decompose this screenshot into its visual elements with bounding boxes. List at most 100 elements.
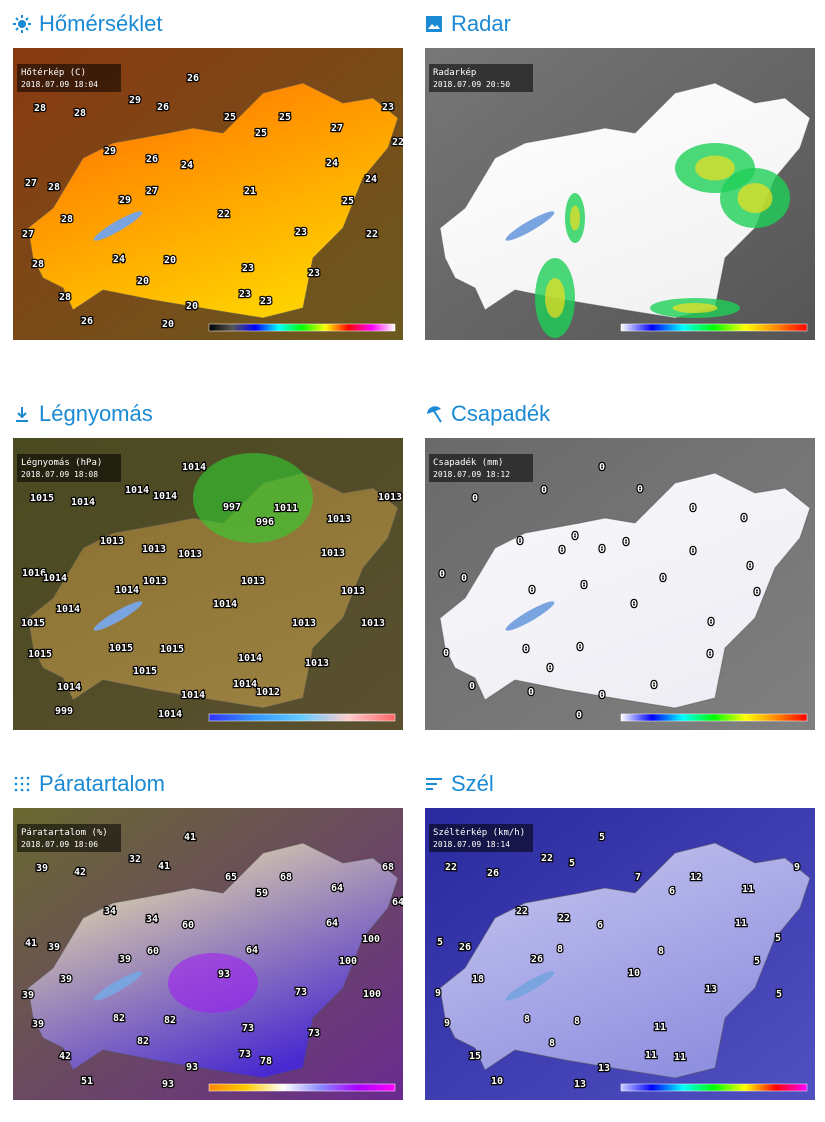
panel-title: Radar xyxy=(425,9,511,39)
station-value: 0 xyxy=(754,587,760,598)
station-value: 0 xyxy=(707,649,713,660)
station-value: 27 xyxy=(25,178,37,189)
station-value: 18 xyxy=(472,974,484,985)
radar-echo xyxy=(545,278,565,318)
station-value: 997 xyxy=(223,502,241,513)
station-value: 23 xyxy=(308,268,320,279)
station-value: 1011 xyxy=(274,503,298,514)
station-value: 34 xyxy=(104,906,116,917)
icon xyxy=(426,778,442,790)
country-shape xyxy=(27,82,399,319)
title-text: Páratartalom xyxy=(39,771,165,796)
station-value: 24 xyxy=(113,254,125,265)
station-value: 28 xyxy=(32,259,44,270)
station-value: 0 xyxy=(528,687,534,698)
label-box xyxy=(429,64,533,92)
station-value: 1014 xyxy=(71,497,95,508)
label-box xyxy=(17,64,121,92)
station-value: 22 xyxy=(516,906,528,917)
station-value: 26 xyxy=(459,942,471,953)
station-value: 6 xyxy=(597,920,603,931)
map: Hőtérkép (C) 2018.07.09 18:04 26 28 28 29 26 25… xyxy=(13,48,403,340)
station-value: 93 xyxy=(162,1079,174,1090)
station-value: 1013 xyxy=(321,548,345,559)
station-value: 25 xyxy=(279,112,291,123)
station-value: 1015 xyxy=(160,644,184,655)
station-value: 8 xyxy=(574,1016,580,1027)
station-value: 27 xyxy=(22,229,34,240)
station-value: 11 xyxy=(742,884,754,895)
station-value: 82 xyxy=(137,1036,149,1047)
station-value: 64 xyxy=(326,918,338,929)
station-value: 39 xyxy=(119,954,131,965)
map: Radarkép 2018.07.09 20:50 xyxy=(425,48,815,340)
label-box xyxy=(17,454,121,482)
icon xyxy=(427,406,442,423)
label-box xyxy=(429,454,533,482)
station-value: 0 xyxy=(599,462,605,473)
station-value: 0 xyxy=(690,546,696,557)
humid-core xyxy=(168,953,258,1013)
station-value: 0 xyxy=(631,599,637,610)
station-value: 64 xyxy=(246,945,258,956)
color-scale xyxy=(620,323,808,332)
station-value: 8 xyxy=(658,946,664,957)
station-value: 1013 xyxy=(361,618,385,629)
station-value: 24 xyxy=(181,160,193,171)
station-value: 0 xyxy=(623,537,629,548)
station-value: 41 xyxy=(184,832,196,843)
station-value: 100 xyxy=(339,956,357,967)
station-value: 0 xyxy=(572,531,578,542)
station-value: 1014 xyxy=(181,690,205,701)
station-value: 20 xyxy=(164,255,176,266)
station-value: 5 xyxy=(569,858,575,869)
station-value: 0 xyxy=(469,681,475,692)
station-value: 29 xyxy=(119,195,131,206)
lake xyxy=(505,971,555,1001)
station-value: 23 xyxy=(295,227,307,238)
station-value: 28 xyxy=(74,108,86,119)
station-value: 39 xyxy=(60,974,72,985)
station-value: 65 xyxy=(225,872,237,883)
station-value: 26 xyxy=(157,102,169,113)
country-shape xyxy=(27,472,399,709)
station-value: 0 xyxy=(461,573,467,584)
station-value: 73 xyxy=(239,1049,251,1060)
icon xyxy=(16,407,28,422)
station-value: 32 xyxy=(129,854,141,865)
station-value: 1014 xyxy=(43,573,67,584)
station-value: 1014 xyxy=(115,585,139,596)
station-value: 28 xyxy=(34,103,46,114)
title-text: Szél xyxy=(451,771,494,796)
station-value: 0 xyxy=(523,644,529,655)
station-value: 1014 xyxy=(158,709,182,720)
lake xyxy=(93,601,143,631)
radar-echo xyxy=(695,155,735,181)
station-value: 1013 xyxy=(305,658,329,669)
station-value: 11 xyxy=(735,918,747,929)
station-value: 68 xyxy=(382,862,394,873)
map-label: Radarkép xyxy=(433,67,476,78)
map-label: Széltérkép (km/h) xyxy=(433,827,525,838)
radar-echo xyxy=(672,303,718,313)
lake xyxy=(93,211,143,241)
lake xyxy=(505,211,555,241)
station-value: 22 xyxy=(366,229,378,240)
station-value: 93 xyxy=(186,1062,198,1073)
station-value: 0 xyxy=(577,642,583,653)
map-time: 2018.07.09 18:12 xyxy=(433,470,510,479)
station-value: 1016 xyxy=(22,568,46,579)
title-text: Hőmérséklet xyxy=(39,11,163,36)
map-label: Légnyomás (hPa) xyxy=(21,457,102,468)
station-value: 1015 xyxy=(30,493,54,504)
station-value: 1013 xyxy=(292,618,316,629)
station-value: 12 xyxy=(690,872,702,883)
station-value: 82 xyxy=(164,1015,176,1026)
station-value: 15 xyxy=(469,1051,481,1062)
station-value: 64 xyxy=(331,883,343,894)
station-value: 39 xyxy=(22,990,34,1001)
station-value: 20 xyxy=(137,276,149,287)
station-value: 8 xyxy=(549,1038,555,1049)
